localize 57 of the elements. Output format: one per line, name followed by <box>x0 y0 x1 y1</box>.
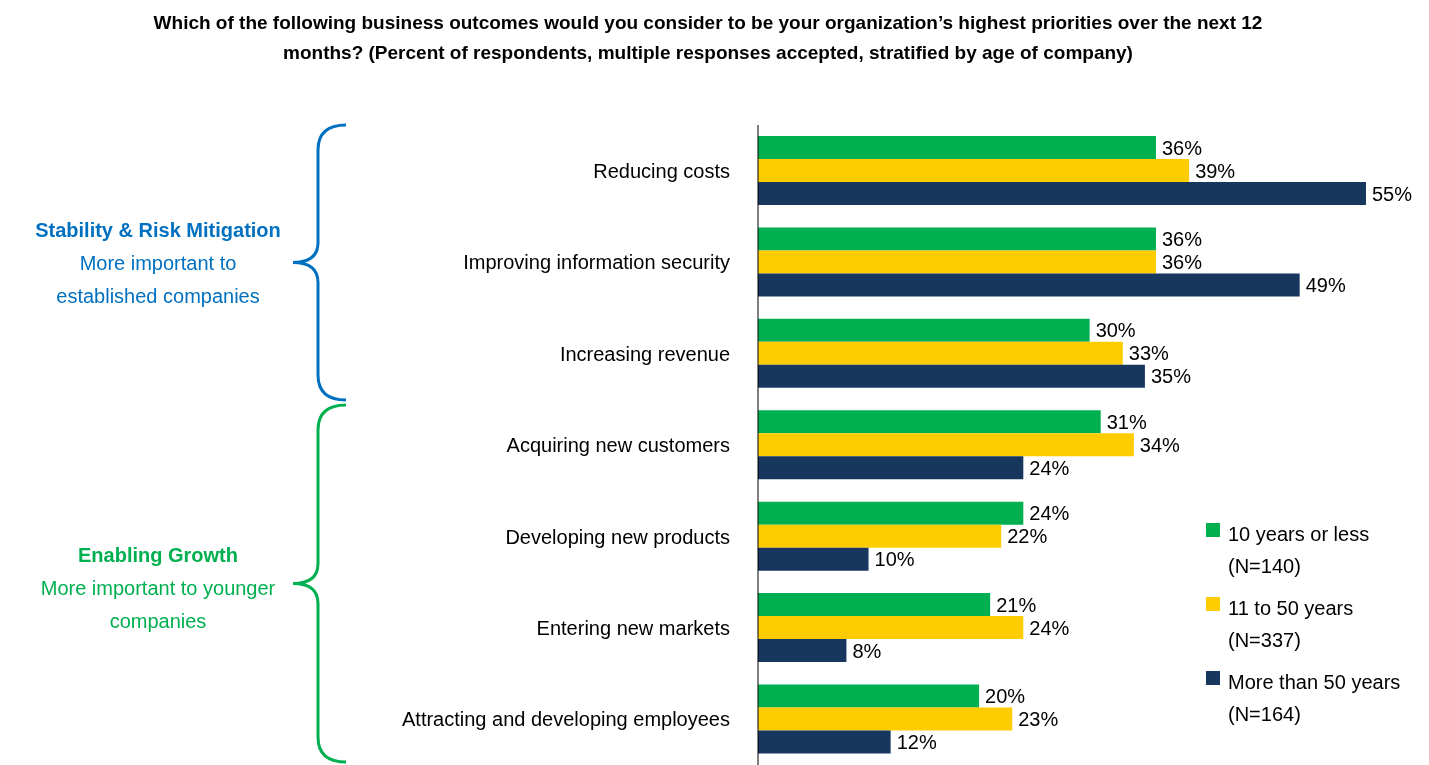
text: Enabling Growth <box>77 543 239 568</box>
y-tick-label: Reducing costs <box>593 159 730 182</box>
bar <box>758 639 847 663</box>
data-label: 35% <box>1150 365 1192 388</box>
data-label: 49% <box>1305 274 1346 296</box>
bar <box>758 707 1013 731</box>
bar <box>758 273 1300 297</box>
data-label: 33% <box>1128 342 1170 365</box>
bar <box>758 501 1024 525</box>
legend-label: 11 to 50 years (N=337) <box>1228 596 1355 653</box>
data-label: 24% <box>1029 456 1070 479</box>
y-tick-label: Increasing revenue <box>559 342 730 365</box>
bar <box>758 547 869 571</box>
bar <box>758 135 1156 159</box>
data-label: 22% <box>1007 525 1048 548</box>
data-label: 31% <box>1106 410 1147 433</box>
bar <box>758 364 1145 388</box>
text: Stability & Risk Mitigation <box>34 218 282 243</box>
data-label: 21% <box>996 593 1037 616</box>
legend-label: More than 50 years (N=164) <box>1228 670 1401 727</box>
bar <box>758 456 1024 480</box>
data-label: 20% <box>985 685 1026 708</box>
bar <box>758 684 980 708</box>
bar <box>758 318 1090 342</box>
data-label: 8% <box>852 639 882 662</box>
text: More important to established companies <box>55 251 261 309</box>
bar <box>758 181 1366 205</box>
data-label: 55% <box>1372 182 1413 205</box>
bar <box>758 227 1156 251</box>
bar <box>758 524 1002 548</box>
data-label: 36% <box>1161 228 1203 250</box>
bar <box>758 616 1024 640</box>
bar <box>758 341 1123 365</box>
bar <box>758 158 1190 182</box>
bar <box>758 250 1156 274</box>
y-tick-label: Acquiring new customers <box>506 434 730 457</box>
bar <box>758 433 1134 457</box>
legend-label: 10 years or less (N=140) <box>1228 522 1371 579</box>
y-tick-label: Attracting and developing employees <box>402 708 730 731</box>
data-label: 24% <box>1029 502 1070 525</box>
data-label: 24% <box>1029 616 1070 639</box>
y-tick-label: Entering new markets <box>536 616 730 639</box>
data-label: 30% <box>1095 319 1136 342</box>
bar <box>758 593 991 617</box>
data-label: 10% <box>874 548 915 571</box>
data-label: 39% <box>1195 159 1236 182</box>
bar <box>758 730 891 754</box>
bar <box>758 410 1101 434</box>
y-tick-label: Improving information security <box>463 251 730 274</box>
data-label: 12% <box>896 731 937 754</box>
chart-title: Which of the following business outcomes would you consider to be your organization’s highest priorities over the next 12 months? (Percent of respondents, multiple responses accepted, stratified by age of company) <box>152 11 1264 65</box>
data-label: 36% <box>1161 136 1203 159</box>
data-label: 36% <box>1161 251 1203 273</box>
data-label: 34% <box>1139 433 1181 456</box>
y-tick-label: Developing new products <box>505 525 730 548</box>
data-label: 23% <box>1018 708 1059 731</box>
text: More important to younger companies <box>39 576 277 634</box>
